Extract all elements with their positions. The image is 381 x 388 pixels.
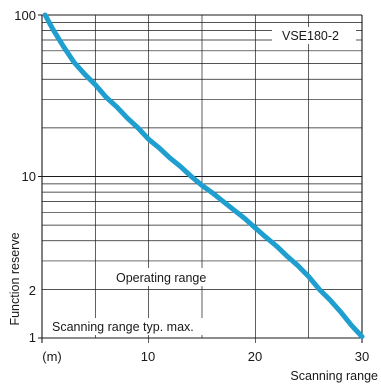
- scanning-range-max-label: Scanning range typ. max.: [52, 320, 194, 334]
- y-tick-1: 1: [29, 330, 36, 345]
- x-tick-30: 30: [355, 349, 369, 364]
- y-tick-100: 100: [14, 8, 36, 23]
- x-axis-title: Scanning range: [290, 369, 378, 383]
- series-label-vse180-2: VSE180-2: [282, 29, 339, 43]
- series-line-0: [42, 12, 365, 340]
- series-label-bg: [272, 27, 356, 44]
- x-tick-10: 10: [141, 349, 155, 364]
- x-tick-20: 20: [248, 349, 262, 364]
- y-axis-title: Function reserve: [8, 232, 22, 325]
- y-tick-2: 2: [29, 283, 36, 298]
- operating-range-label: Operating range: [116, 271, 206, 285]
- y-tick-10: 10: [22, 169, 36, 184]
- series-layer: [42, 12, 365, 340]
- scanning-range-bg: [48, 318, 214, 335]
- grid-lines: [38, 14, 363, 343]
- operating-range-bg: [110, 268, 218, 286]
- x-unit-label: (m): [42, 349, 62, 364]
